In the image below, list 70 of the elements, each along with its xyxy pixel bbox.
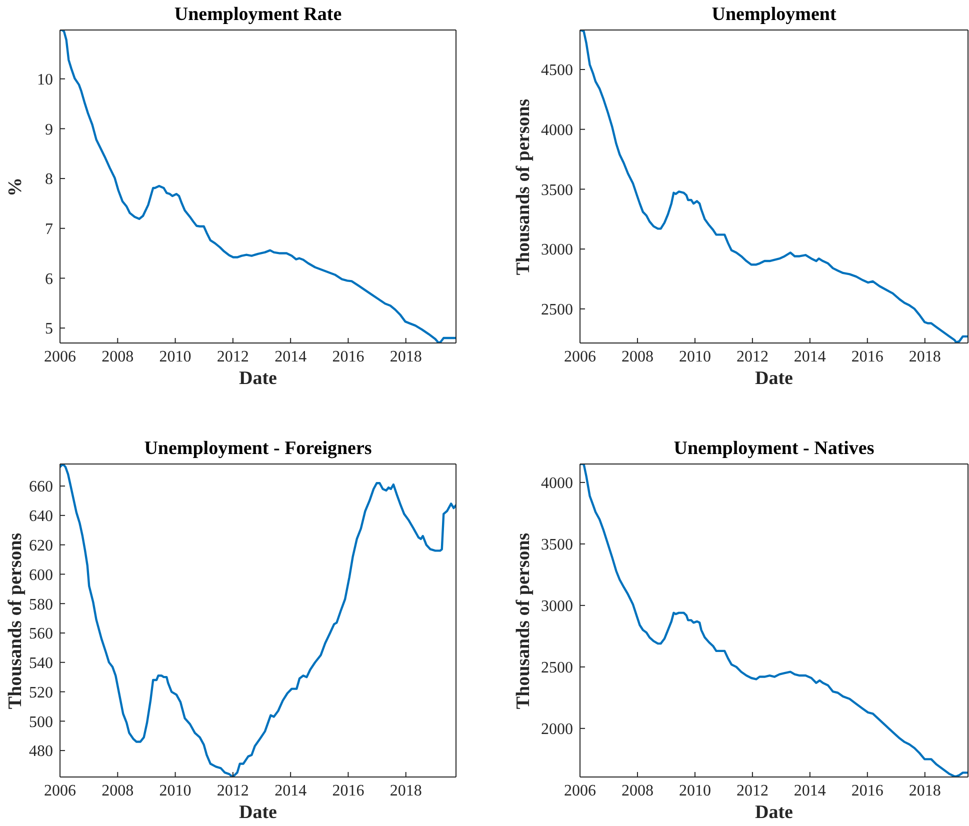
y-tick-label: 3000 [541,598,573,616]
line-series [580,30,968,343]
x-tick-label: 2014 [274,782,307,800]
x-tick-label: 2006 [564,348,596,366]
x-tick-label: 2012 [736,348,768,366]
chart-title: Unemployment - Foreigners [143,438,373,459]
x-axis-title: Date [754,368,794,389]
line-series [580,464,968,777]
x-tick-label: 2008 [102,348,134,366]
x-tick-label: 2010 [678,348,711,366]
x-tick-label: 2010 [159,348,192,366]
x-tick-label: 2014 [274,348,307,366]
y-tick-label: 2500 [541,302,573,319]
y-tick-label: 7 [45,221,53,238]
y-tick-label: 10 [37,72,53,89]
y-tick-label: 580 [29,596,53,614]
x-tick-label: 2016 [851,782,884,800]
y-tick-label: 660 [29,478,53,496]
y-tick-label: 480 [29,743,53,760]
y-tick-label: 4500 [541,62,573,80]
x-tick-label: 2018 [390,782,422,800]
x-axis-title: Date [238,802,278,823]
x-tick-label: 2006 [44,348,76,366]
x-tick-label: 2018 [908,348,941,366]
x-tick-label: 2012 [216,348,249,366]
y-tick-label: 4000 [541,122,573,140]
x-tick-label: 2008 [102,782,134,800]
y-tick-label: 4000 [541,475,573,492]
y-tick-label: 640 [29,508,53,526]
y-axis-title: Thousands of persons [5,532,26,709]
x-tick-label: 2016 [332,348,364,366]
y-tick-label: 500 [29,714,53,731]
x-tick-label: 2008 [621,782,654,800]
y-tick-label: 8 [45,171,53,188]
line-series [60,464,456,777]
x-tick-label: 2012 [216,782,249,800]
y-tick-label: 520 [29,684,53,702]
y-tick-label: 600 [29,566,53,584]
x-tick-label: 2016 [332,782,364,800]
chart-title: Unemployment - Natives [672,438,876,459]
y-tick-label: 3500 [541,536,573,554]
x-axis-title: Date [754,802,794,823]
line-series [60,30,456,343]
x-tick-label: 2010 [678,782,711,800]
x-tick-label: 2014 [794,348,826,366]
x-tick-label: 2012 [736,782,768,800]
y-tick-label: 2000 [541,721,573,738]
y-tick-label: 560 [29,626,53,643]
y-tick-label: 3000 [541,242,573,259]
x-tick-label: 2010 [159,782,192,800]
chart-title: Unemployment Rate [173,4,343,25]
x-tick-label: 2016 [851,348,884,366]
y-tick-label: 9 [45,121,53,138]
y-axis-title: Thousands of persons [513,98,534,275]
x-tick-label: 2008 [621,348,654,366]
y-axis-title: Thousands of persons [513,532,534,709]
x-tick-label: 2006 [564,782,596,800]
y-tick-label: 6 [45,270,53,288]
x-tick-label: 2006 [44,782,76,800]
y-tick-label: 540 [29,655,53,672]
x-tick-label: 2018 [908,782,941,800]
x-tick-label: 2014 [794,782,826,800]
y-axis-title: % [5,177,26,196]
y-tick-label: 620 [29,538,53,554]
x-axis-title: Date [238,368,278,389]
y-tick-label: 5 [45,320,53,338]
x-tick-label: 2018 [390,348,422,366]
chart-title: Unemployment [710,4,838,25]
y-tick-label: 3500 [541,182,573,199]
y-tick-label: 2500 [541,660,573,677]
